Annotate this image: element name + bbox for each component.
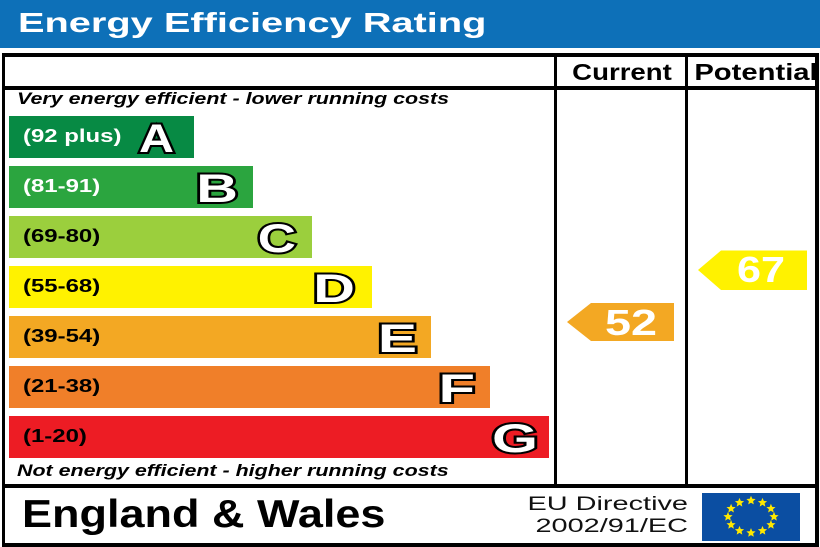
svg-text:C: C	[258, 217, 296, 261]
svg-text:52: 52	[605, 302, 657, 343]
svg-text:G: G	[492, 417, 538, 461]
svg-text:A: A	[139, 117, 174, 161]
svg-text:E: E	[378, 317, 417, 361]
svg-text:D: D	[313, 267, 355, 311]
svg-text:F: F	[439, 367, 476, 411]
svg-text:67: 67	[737, 249, 785, 290]
svg-text:B: B	[196, 167, 238, 211]
